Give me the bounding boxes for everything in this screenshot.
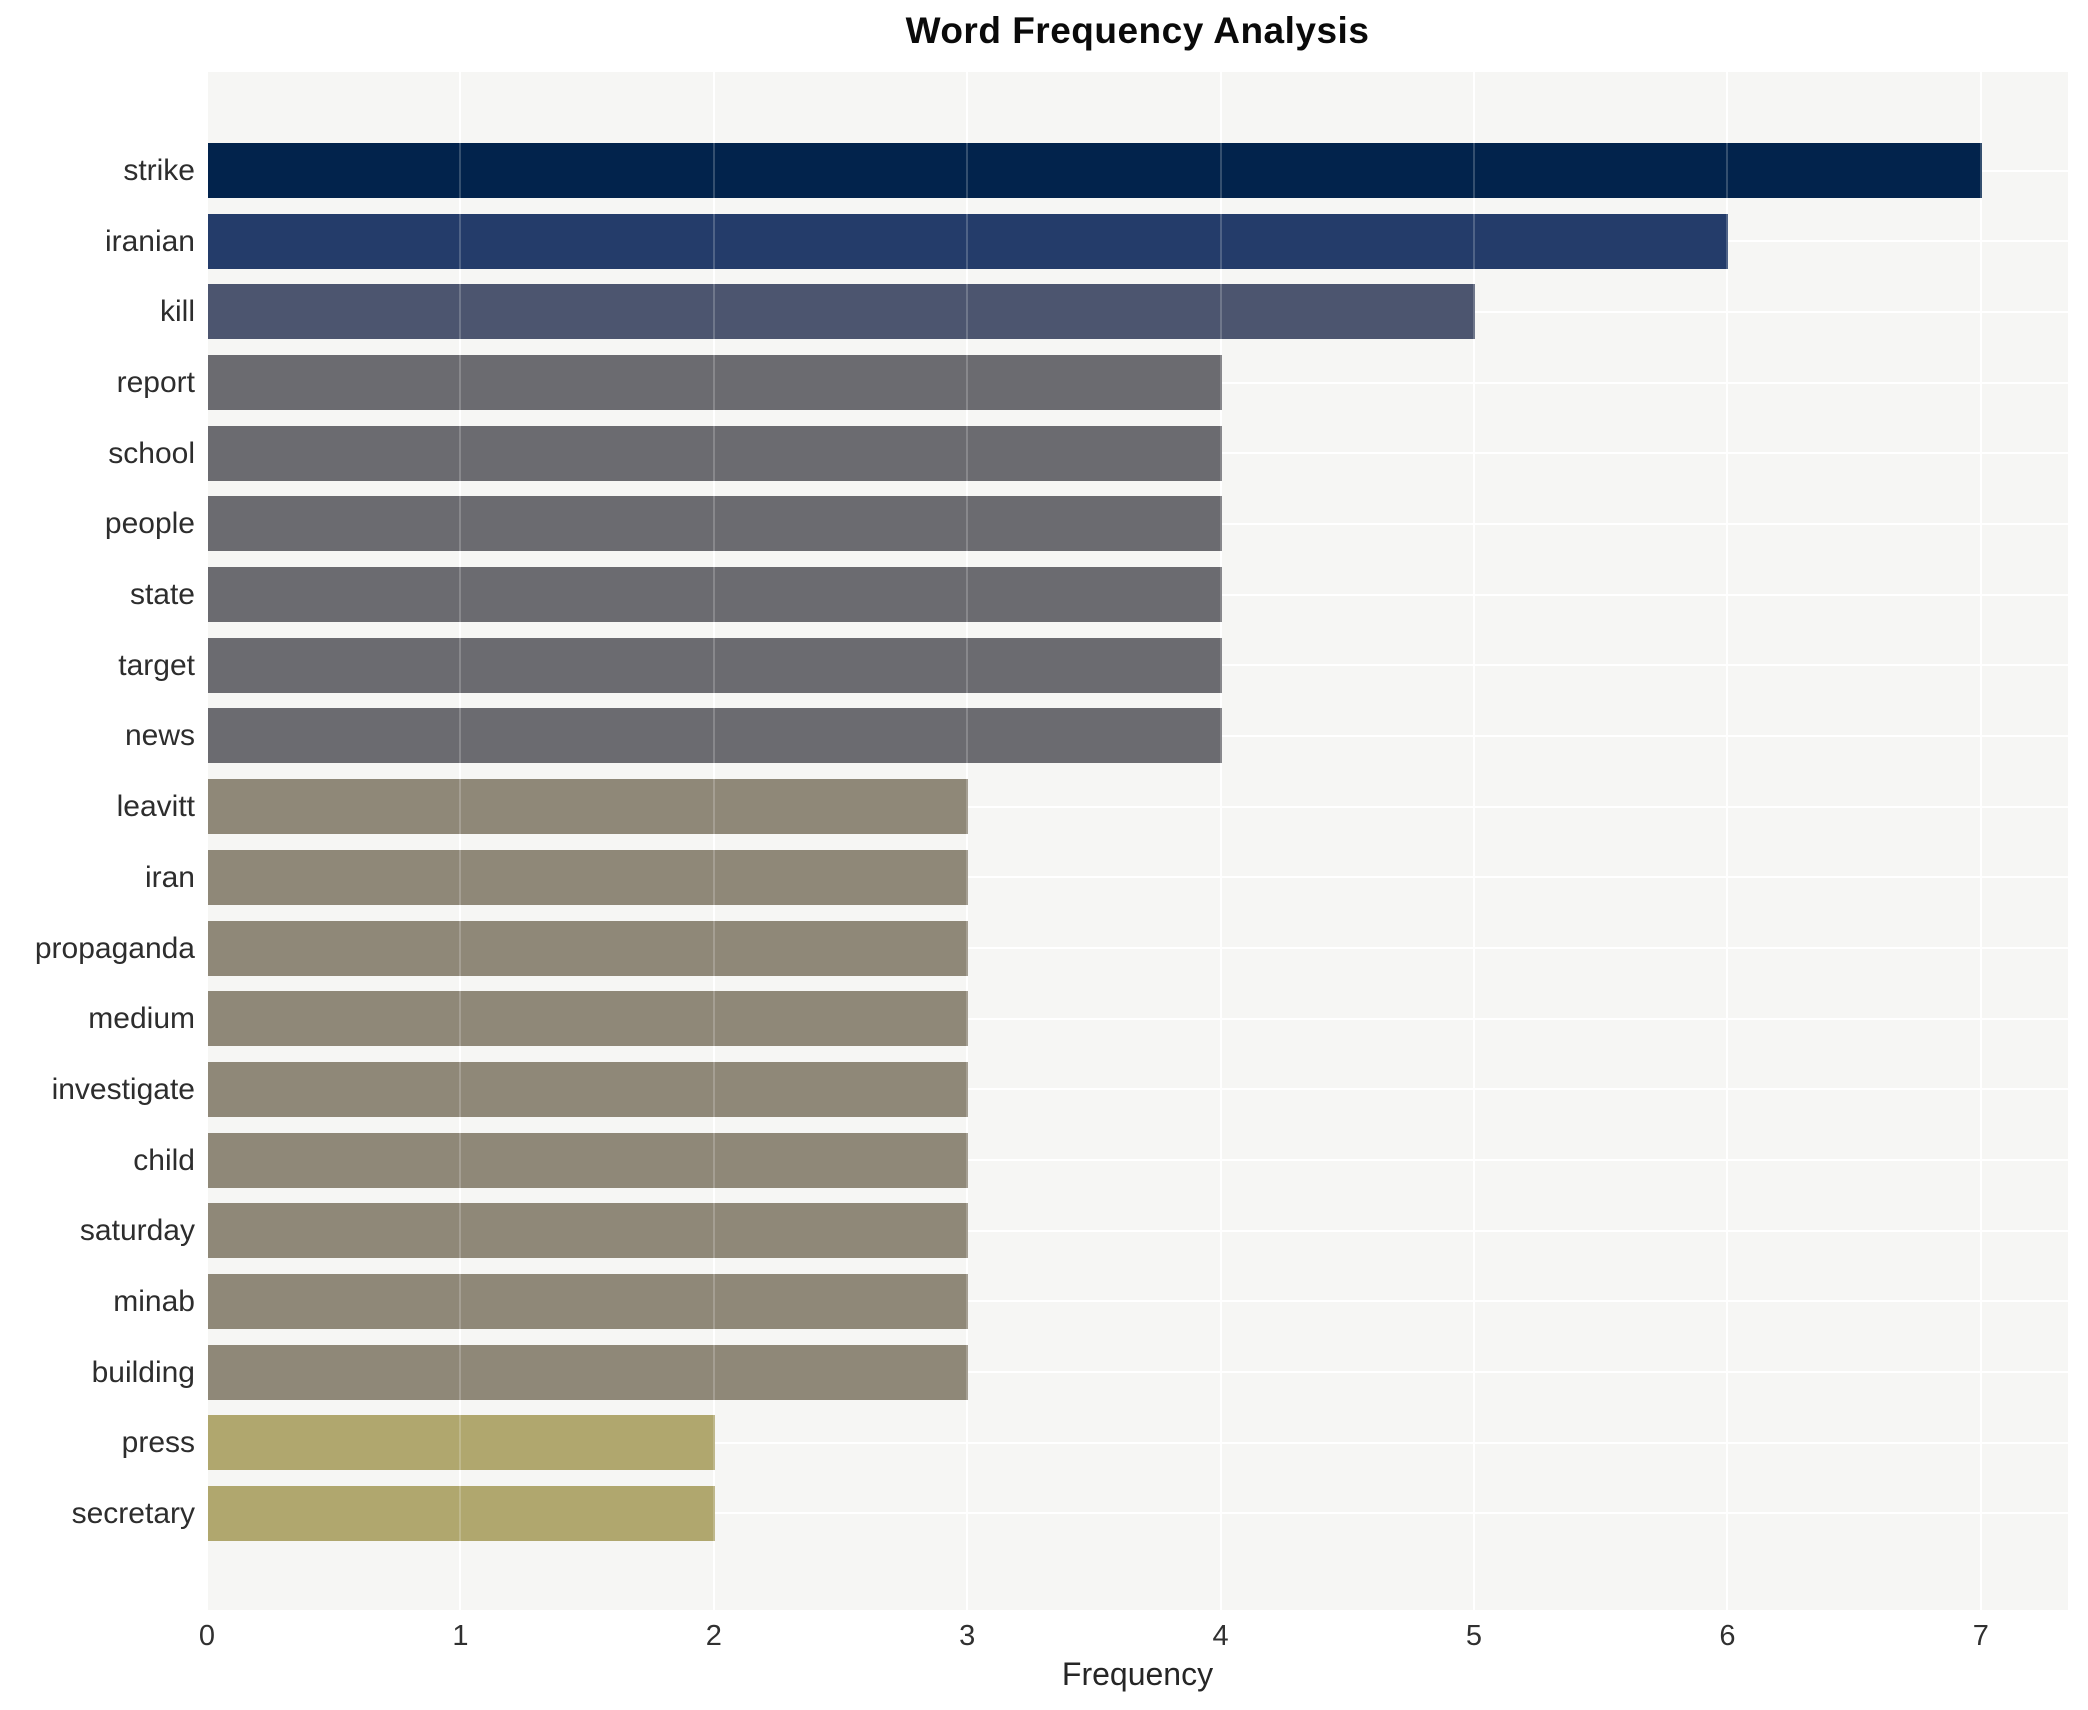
x-gridline: [1219, 72, 1222, 1610]
y-axis-labels: strike iranian kill report school people state…: [0, 72, 195, 1610]
y-axis-label: propaganda: [34, 931, 195, 965]
x-axis-label: Frequency: [1061, 1656, 1214, 1692]
y-gridline: [207, 1229, 2068, 1232]
y-gridline: [207, 1088, 2068, 1091]
y-axis-label: leavitt: [116, 790, 195, 824]
y-axis-label: building: [91, 1355, 195, 1389]
x-gridline: [459, 72, 462, 1610]
y-gridline: [207, 1441, 2068, 1444]
x-tick-label: 6: [1719, 1620, 1736, 1652]
x-gridline-overlay: [1219, 72, 1222, 1610]
bar: [208, 1132, 969, 1188]
bar: [208, 1344, 969, 1400]
y-axis-label: investigate: [51, 1072, 195, 1106]
bar: [208, 637, 1222, 693]
x-gridline: [1979, 72, 1982, 1610]
bar: [208, 284, 1475, 340]
bar: [208, 355, 1222, 410]
bar: [208, 496, 1222, 552]
x-tick-label: 4: [1212, 1620, 1229, 1652]
y-axis-label: iran: [144, 860, 195, 894]
chart-title: Word Frequency Analysis: [905, 10, 1370, 51]
x-gridline: [712, 72, 715, 1610]
x-gridline-overlay: [1726, 72, 1729, 1610]
y-axis-label: saturday: [79, 1214, 195, 1248]
y-gridline: [207, 1371, 2068, 1374]
y-axis-label: people: [104, 507, 195, 541]
y-gridline: [207, 876, 2068, 879]
y-gridline: [207, 947, 2068, 949]
plot-area: [206, 72, 2068, 1610]
x-gridline-overlay: [1979, 72, 1982, 1610]
bar: [208, 991, 969, 1047]
bar: [208, 567, 1222, 623]
x-gridline: [206, 72, 208, 1610]
y-axis-label: kill: [160, 295, 195, 329]
bar: [208, 1061, 969, 1117]
x-gridline: [1473, 72, 1475, 1610]
y-gridline: [207, 1159, 2068, 1161]
bar: [208, 1203, 969, 1259]
y-gridline: [207, 1300, 2068, 1303]
bar: [208, 1485, 715, 1541]
y-gridline: [207, 1017, 2068, 1020]
y-axis-label: report: [116, 366, 195, 399]
x-gridline-overlay: [966, 72, 969, 1610]
y-axis-label: press: [121, 1426, 195, 1460]
x-gridline-overlay: [1473, 72, 1475, 1610]
x-tick-label: 0: [198, 1620, 216, 1652]
bar: [208, 708, 1222, 764]
x-gridline-overlay: [712, 72, 715, 1610]
x-tick-label: 5: [1465, 1620, 1483, 1652]
bar: [208, 779, 969, 835]
x-gridline-overlay: [459, 72, 462, 1610]
y-axis-label: state: [129, 578, 195, 612]
y-gridline: [207, 1512, 2068, 1515]
x-tick-label: 1: [452, 1620, 469, 1652]
y-axis-label: target: [118, 648, 195, 682]
bar: [208, 849, 969, 905]
y-axis-label: child: [133, 1143, 195, 1177]
y-axis-label: iranian: [104, 224, 195, 258]
bar: [208, 1273, 969, 1329]
bar: [208, 920, 969, 976]
y-axis-label: minab: [113, 1284, 195, 1318]
y-axis-label: news: [124, 719, 195, 753]
y-axis-label: secretary: [71, 1496, 195, 1530]
x-gridline: [1726, 72, 1729, 1610]
bar: [208, 425, 1222, 481]
bar: [208, 143, 1982, 198]
bar: [208, 1415, 715, 1471]
x-gridline-overlay: [206, 72, 208, 1610]
y-axis-label: strike: [123, 154, 195, 187]
bar: [208, 213, 1729, 269]
y-gridline: [207, 805, 2068, 808]
x-tick-label: 3: [959, 1620, 976, 1652]
x-tick-label: 2: [705, 1620, 722, 1652]
y-axis-label: school: [108, 436, 195, 470]
x-gridline: [966, 72, 969, 1610]
x-tick-label: 7: [1972, 1620, 1989, 1652]
y-axis-label: medium: [88, 1002, 195, 1036]
